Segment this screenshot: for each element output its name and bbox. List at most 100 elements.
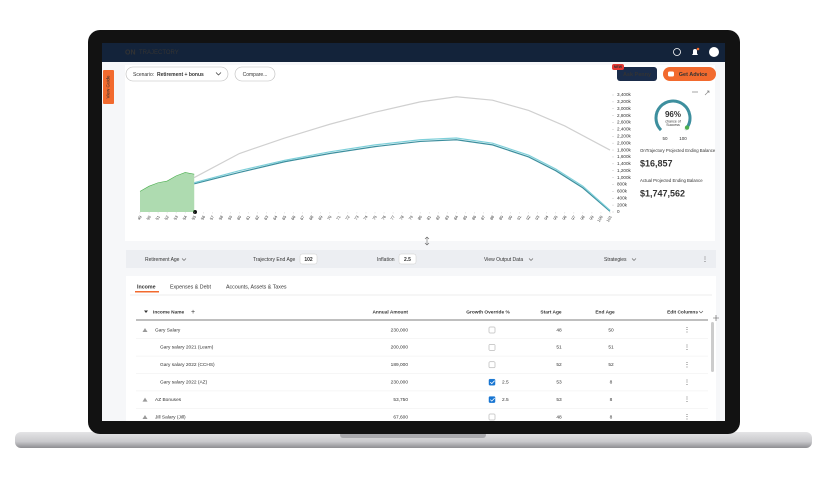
- income-name: Jill Salary (Jill): [155, 414, 186, 420]
- annual-amount: 53,750: [393, 397, 408, 403]
- checkbox[interactable]: [488, 378, 496, 386]
- y-tick-label: 3,000k: [617, 106, 631, 111]
- x-tick-label: 76: [380, 214, 387, 221]
- toolbar-value: 102: [304, 257, 313, 263]
- x-tick-label: 90: [507, 214, 514, 221]
- y-tick-label: 1,400k: [617, 161, 631, 166]
- x-tick-label: 75: [371, 214, 378, 221]
- card-icons[interactable]: [692, 90, 710, 96]
- x-tick-label: 70: [326, 214, 333, 221]
- line: [194, 139, 611, 212]
- x-tick-label: 67: [299, 214, 306, 221]
- avatar[interactable]: [709, 47, 719, 57]
- chevron: [631, 258, 637, 261]
- checkbox[interactable]: [488, 344, 496, 351]
- column-header: Income Name: [153, 309, 185, 315]
- tab[interactable]: Expenses & Debt: [170, 284, 211, 290]
- scrollbar[interactable]: [711, 322, 714, 372]
- row-menu[interactable]: ⋮: [684, 397, 690, 403]
- x-tick-label: 57: [209, 214, 216, 221]
- income-name: AZ Bonuses: [155, 397, 182, 403]
- x-tick-label: 68: [308, 214, 315, 221]
- balance-label: Actual Projected Ending Balance: [640, 178, 703, 183]
- x-tick-label: 94: [543, 214, 550, 221]
- sort-icon[interactable]: [144, 310, 148, 314]
- toolbar-item[interactable]: Strategies: [604, 257, 627, 263]
- chat-icon: [668, 71, 674, 77]
- x-tick-label: 62: [254, 214, 261, 221]
- y-tick-label: 2,000k: [617, 140, 631, 145]
- checkbox[interactable]: [488, 326, 496, 334]
- x-tick-label: 95: [552, 214, 559, 221]
- get-advice-button[interactable]: [663, 67, 716, 81]
- column-header: Start Age: [540, 309, 561, 315]
- balance-value: $16,857: [640, 158, 673, 168]
- balance-value: $1,747,562: [640, 188, 685, 198]
- expand-icon[interactable]: [142, 415, 148, 419]
- toolbar-item[interactable]: Retirement Age: [145, 257, 180, 263]
- checkbox[interactable]: [488, 361, 496, 369]
- x-tick-label: 83: [444, 214, 451, 221]
- scenario-dropdown[interactable]: [125, 66, 229, 82]
- x-tick-label: 55: [190, 214, 197, 221]
- bell-icon[interactable]: [692, 49, 698, 55]
- y-tick-label: 1,200k: [617, 168, 631, 173]
- x-tick-label: 82: [434, 214, 441, 221]
- add-icon[interactable]: +: [191, 309, 195, 316]
- y-tick-label: 1,800k: [617, 147, 631, 152]
- ask-penny[interactable]: Ask Penny: [623, 72, 652, 78]
- expand-icon[interactable]: [142, 397, 148, 402]
- x-tick-label: 92: [525, 214, 532, 221]
- checkmark: [490, 380, 495, 385]
- row-menu[interactable]: ⋮: [684, 345, 690, 351]
- checkbox[interactable]: [488, 413, 496, 421]
- table-card: [126, 276, 716, 421]
- ask-penny-button[interactable]: [617, 67, 657, 81]
- row-menu[interactable]: ⋮: [684, 328, 690, 334]
- y-tick-label: 2,200k: [617, 134, 631, 139]
- area: [140, 172, 195, 212]
- row-menu[interactable]: ⋮: [684, 380, 690, 386]
- x-tick-label: 54: [181, 214, 188, 221]
- x-tick-label: 74: [362, 214, 369, 221]
- toolbar-value: 2.5: [404, 257, 411, 263]
- start-age: 53: [556, 379, 562, 385]
- x-tick-label: 85: [462, 214, 469, 221]
- x-tick-label: 84: [453, 214, 460, 221]
- toolbar-item[interactable]: View Output Data: [484, 257, 523, 263]
- income-name: Gary salary 2022 (AZ): [160, 379, 208, 385]
- end-age-input[interactable]: [299, 253, 318, 265]
- annual-amount: 200,000: [391, 345, 409, 351]
- x-tick-label: 65: [281, 214, 288, 221]
- tab[interactable]: Income: [137, 284, 156, 290]
- income-name: Gary Salary: [155, 327, 181, 333]
- row-menu[interactable]: ⋮: [684, 415, 690, 421]
- get-advice[interactable]: Get Advice: [679, 72, 708, 78]
- y-tick-label: 1,000k: [617, 175, 631, 180]
- laptop-base: [15, 432, 812, 448]
- more-menu[interactable]: ⋮: [702, 257, 708, 263]
- checkbox[interactable]: [488, 396, 496, 403]
- view-guide-tab[interactable]: [103, 70, 114, 104]
- end-age: 8: [610, 397, 613, 403]
- column-header: Growth Override %: [466, 309, 510, 315]
- annual-amount: 67,600: [393, 414, 408, 420]
- row-menu[interactable]: ⋮: [684, 362, 690, 368]
- help-icon[interactable]: [673, 48, 681, 56]
- gauge-caption: Success: [666, 123, 680, 127]
- tab[interactable]: Accounts, Assets & Taxes: [226, 284, 287, 290]
- compare-button[interactable]: [234, 66, 276, 82]
- inflation-input[interactable]: [398, 253, 417, 265]
- x-tick-label: 79: [407, 214, 414, 221]
- scenario-label: Scenario:: [133, 72, 154, 78]
- column-header[interactable]: Edit Columns: [667, 309, 698, 315]
- y-tick-label: 3,400k: [617, 92, 631, 97]
- expand-icon[interactable]: [142, 328, 148, 332]
- compare[interactable]: Compare...: [243, 72, 268, 78]
- move-icon[interactable]: [713, 315, 719, 321]
- y-tick-label: 1,600k: [617, 154, 631, 159]
- resize-handle[interactable]: [424, 236, 430, 246]
- x-tick-label: 60: [236, 214, 243, 221]
- view-guide[interactable]: View Guide: [106, 75, 111, 98]
